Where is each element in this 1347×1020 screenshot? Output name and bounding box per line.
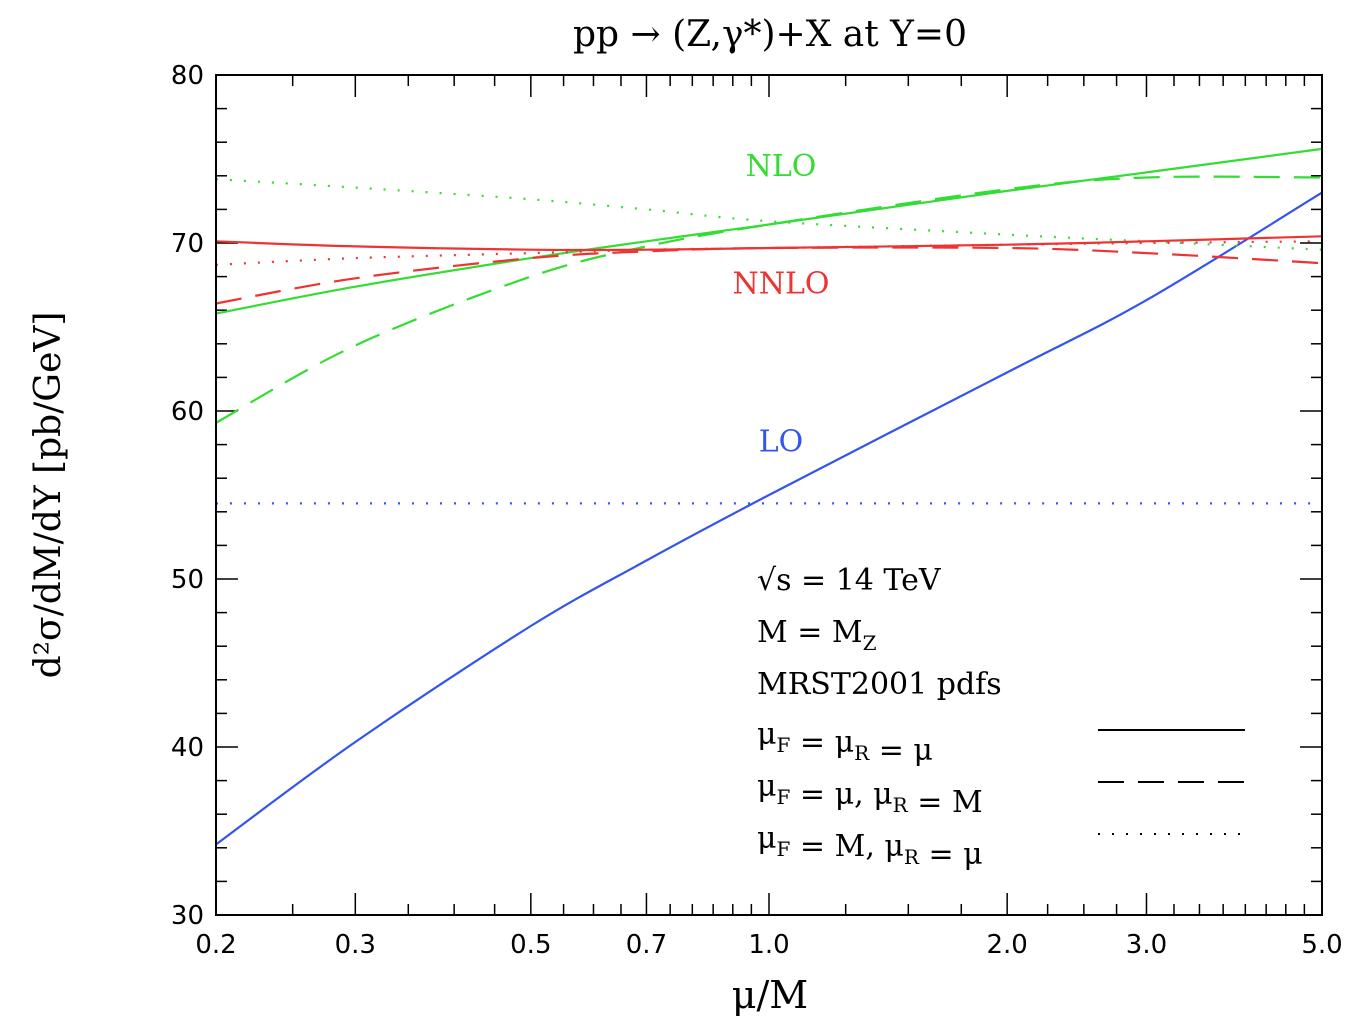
legend-text: = μ — [869, 733, 933, 768]
x-tick-label: 5.0 — [1301, 930, 1342, 960]
legend-subscript: R — [854, 741, 870, 765]
energy-annotation: √s = 14 TeV — [757, 563, 942, 598]
x-tick-label: 0.3 — [335, 930, 376, 960]
y-tick-label: 40 — [171, 733, 204, 763]
curve-labels: NLO NNLO LO — [732, 149, 829, 460]
legend-text: = M, μ — [790, 829, 904, 864]
curve-label-nnlo: NNLO — [732, 266, 829, 301]
series-nlo-dotted — [215, 178, 1323, 251]
curve-label-lo: LO — [759, 424, 804, 459]
legend-label-solid: μF = μR = μ — [757, 717, 933, 768]
legend: μF = μR = μμF = μ, μR = MμF = M, μR = μ — [757, 717, 1245, 872]
y-tick-label: 50 — [171, 565, 204, 595]
series-nlo-solid — [215, 147, 1323, 315]
y-tick-label: 80 — [171, 61, 204, 91]
legend-text: μ — [757, 769, 777, 804]
series-nnlo-dotted — [215, 240, 1323, 266]
mass-annotation-main: M = M — [757, 615, 863, 650]
series-nnlo-solid — [215, 235, 1323, 252]
legend-text: = M — [908, 785, 983, 820]
legend-subscript: F — [777, 733, 791, 757]
y-tick-label: 60 — [171, 397, 204, 427]
legend-subscript: F — [777, 785, 791, 809]
axis-ticks — [215, 74, 1323, 916]
mass-annotation: M = MZ — [757, 615, 877, 655]
annotation-block: √s = 14 TeV M = MZ MRST2001 pdfs — [757, 563, 1002, 702]
series-lines — [215, 147, 1323, 846]
series-nnlo-dashed — [215, 246, 1323, 305]
legend-subscript: R — [893, 793, 909, 817]
chart-title: pp → (Z,γ*)+X at Y=0 — [573, 14, 967, 55]
x-tick-label: 2.0 — [986, 930, 1027, 960]
plot-frame — [215, 74, 1323, 916]
x-tick-label: 0.7 — [626, 930, 667, 960]
legend-label-dashed: μF = μ, μR = M — [757, 769, 983, 820]
y-tick-label: 70 — [171, 229, 204, 259]
y-axis-label: d²σ/dM/dY [pb/GeV] — [28, 312, 69, 679]
legend-label-dotted: μF = M, μR = μ — [757, 821, 983, 872]
tick-labels: 0.2 0.3 0.5 0.7 1.0 2.0 3.0 5.0 30 40 50 60 70 80 — [171, 61, 1343, 960]
legend-text: = μ — [919, 837, 983, 872]
legend-subscript: R — [904, 845, 920, 869]
legend-text: = μ, μ — [790, 777, 892, 812]
legend-text: μ — [757, 717, 777, 752]
series-nlo-dashed — [215, 175, 1323, 424]
x-tick-label: 0.5 — [510, 930, 551, 960]
curve-label-nlo: NLO — [746, 149, 817, 184]
legend-text: μ — [757, 821, 777, 856]
legend-text: = μ — [790, 725, 854, 760]
x-tick-label: 0.2 — [195, 930, 236, 960]
y-tick-label: 30 — [171, 901, 204, 931]
mass-annotation-sub: Z — [863, 631, 877, 655]
x-axis-label: μ/M — [732, 973, 808, 1017]
series-lo-solid — [215, 191, 1323, 846]
legend-subscript: F — [777, 837, 791, 861]
x-tick-label: 1.0 — [748, 930, 789, 960]
x-tick-label: 3.0 — [1126, 930, 1167, 960]
pdf-annotation: MRST2001 pdfs — [757, 667, 1002, 702]
